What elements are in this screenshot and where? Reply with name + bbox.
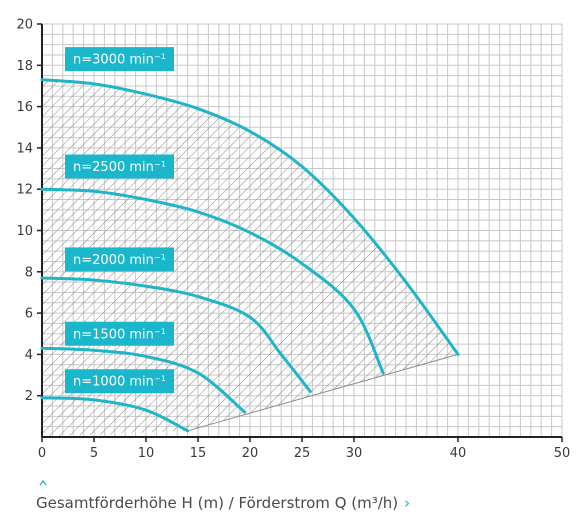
speed-label-bg <box>65 247 174 272</box>
x-tick-label: 20 <box>242 446 259 461</box>
speed-label-4: n=1000 min⁻¹ <box>65 369 174 394</box>
y-tick-label: 14 <box>16 141 33 156</box>
series-curves <box>40 78 460 433</box>
y-tick-label: 12 <box>16 183 33 198</box>
chart-caption: Gesamtförderhöhe H (m) / Förderstrom Q (… <box>36 494 410 512</box>
speed-label-2: n=2000 min⁻¹ <box>65 247 174 272</box>
axes-layer <box>37 23 563 442</box>
speed-curve-1 <box>40 187 385 375</box>
operating-region-lower-boundary <box>187 353 459 432</box>
y-tick-label: 18 <box>16 59 33 74</box>
speed-label-3: n=1500 min⁻¹ <box>65 321 174 346</box>
x-tick-label: 0 <box>38 446 46 461</box>
speed-label-text: n=1000 min⁻¹ <box>73 375 166 390</box>
speed-label-1: n=2500 min⁻¹ <box>65 154 174 179</box>
y-tick-label: 16 <box>16 100 33 115</box>
y-tick-label: 4 <box>25 348 33 363</box>
x-tick-label: 30 <box>346 446 363 461</box>
y-tick-labels: 2 4 6 8 10 12 14 16 18 20 <box>16 18 33 405</box>
y-tick-label: 6 <box>25 307 33 322</box>
x-tick-label: 15 <box>190 446 207 461</box>
speed-label-bg <box>65 154 174 179</box>
speed-label-bg <box>65 369 174 394</box>
caption-text: Gesamtförderhöhe H (m) / Förderstrom Q (… <box>36 494 399 512</box>
chevron-right-icon[interactable]: › <box>404 494 411 512</box>
speed-label-bg <box>65 47 174 72</box>
y-tick-label: 2 <box>25 389 33 404</box>
caret-up-icon[interactable] <box>38 478 48 488</box>
speed-curve-3 <box>40 346 247 414</box>
x-tick-labels: 0 5 10 15 20 25 30 40 50 <box>38 446 570 461</box>
x-tick-label: 40 <box>450 446 467 461</box>
speed-curve-0 <box>40 78 460 356</box>
series-labels: n=3000 min⁻¹ n=2500 min⁻¹ n=2000 min⁻¹ n=15… <box>65 47 174 394</box>
pump-curve-chart: 0 5 10 15 20 25 30 40 50 2 4 6 8 10 12 14 16 18 20 n=3000… <box>16 18 570 462</box>
speed-label-text: n=2500 min⁻¹ <box>73 160 166 175</box>
speed-label-0: n=3000 min⁻¹ <box>65 47 174 72</box>
speed-label-text: n=3000 min⁻¹ <box>73 53 166 68</box>
x-tick-label: 10 <box>138 446 155 461</box>
y-tick-label: 8 <box>25 265 33 280</box>
speed-label-text: n=1500 min⁻¹ <box>73 327 166 342</box>
y-tick-label: 20 <box>16 18 33 33</box>
y-tick-label: 10 <box>16 224 33 239</box>
speed-label-text: n=2000 min⁻¹ <box>73 253 166 268</box>
speed-curve-4 <box>40 396 190 433</box>
speed-curve-2 <box>40 276 312 394</box>
x-tick-label: 5 <box>90 446 98 461</box>
x-tick-label: 50 <box>554 446 571 461</box>
x-tick-label: 25 <box>294 446 311 461</box>
speed-label-bg <box>65 321 174 346</box>
